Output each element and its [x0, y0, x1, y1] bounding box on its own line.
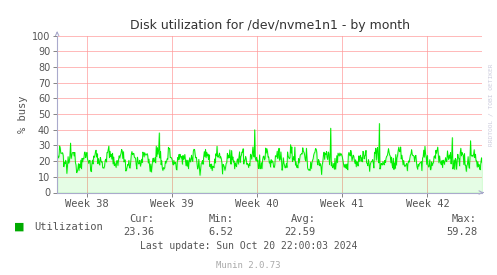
Text: ■: ■ [14, 222, 24, 232]
Text: RRDTOOL / TOBI OETIKER: RRDTOOL / TOBI OETIKER [489, 63, 494, 146]
Text: Cur:: Cur: [129, 214, 154, 224]
Text: Min:: Min: [209, 214, 234, 224]
Text: Munin 2.0.73: Munin 2.0.73 [216, 261, 281, 270]
Text: 22.59: 22.59 [284, 227, 316, 237]
Text: Max:: Max: [452, 214, 477, 224]
Text: 23.36: 23.36 [123, 227, 154, 237]
Text: Utilization: Utilization [34, 222, 102, 232]
Title: Disk utilization for /dev/nvme1n1 - by month: Disk utilization for /dev/nvme1n1 - by m… [130, 19, 410, 32]
Text: Last update: Sun Oct 20 22:00:03 2024: Last update: Sun Oct 20 22:00:03 2024 [140, 241, 357, 251]
Y-axis label: % busy: % busy [18, 95, 28, 133]
Text: 6.52: 6.52 [209, 227, 234, 237]
Text: 59.28: 59.28 [446, 227, 477, 237]
Text: Avg:: Avg: [291, 214, 316, 224]
